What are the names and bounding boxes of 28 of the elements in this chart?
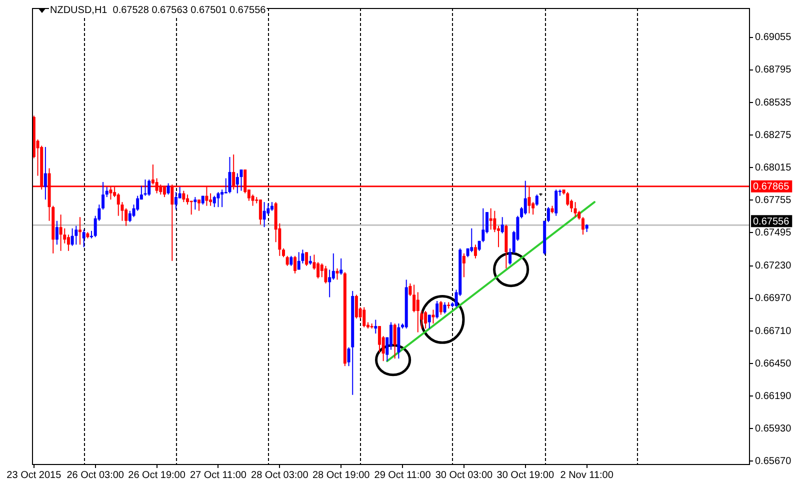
y-tick-label: 0.68015 xyxy=(755,162,792,174)
chart-title: NZDUSD,H1 0.67528 0.67563 0.67501 0.67556 xyxy=(50,4,266,16)
x-tick-label: 2 Nov 11:00 xyxy=(560,470,614,481)
x-tick-label: 30 Oct 19:00 xyxy=(496,470,554,481)
y-tick-label: 0.66450 xyxy=(755,358,792,370)
y-tick-label: 0.68795 xyxy=(755,64,792,76)
x-tick-label: 30 Oct 03:00 xyxy=(435,470,494,481)
x-tick-label: 26 Oct 03:00 xyxy=(66,470,124,481)
y-tick-label: 0.67755 xyxy=(755,194,792,206)
y-tick-label: 0.67495 xyxy=(755,227,792,238)
ref-line-label: 0.67865 xyxy=(753,182,790,193)
y-tick-label: 0.65670 xyxy=(755,456,792,467)
ref-line-label: 0.67556 xyxy=(753,216,790,228)
y-tick-label: 0.65930 xyxy=(755,423,792,434)
x-tick-label: 28 Oct 19:00 xyxy=(312,470,370,481)
x-tick-label: 26 Oct 19:00 xyxy=(128,470,186,481)
x-tick-label: 23 Oct 2015 xyxy=(6,470,62,481)
x-tick-label: 28 Oct 03:00 xyxy=(251,470,309,481)
x-tick-label: 29 Oct 11:00 xyxy=(374,470,432,481)
y-tick-label: 0.69055 xyxy=(755,32,792,44)
y-tick-label: 0.68535 xyxy=(755,97,792,108)
y-tick-label: 0.66190 xyxy=(755,390,792,402)
x-tick-label: 27 Oct 11:00 xyxy=(190,470,247,481)
candlestick xyxy=(78,217,82,245)
y-tick-label: 0.67230 xyxy=(755,260,792,272)
y-tick-label: 0.68275 xyxy=(755,130,792,141)
y-tick-label: 0.66970 xyxy=(755,293,792,304)
y-tick-label: 0.66710 xyxy=(755,326,792,337)
